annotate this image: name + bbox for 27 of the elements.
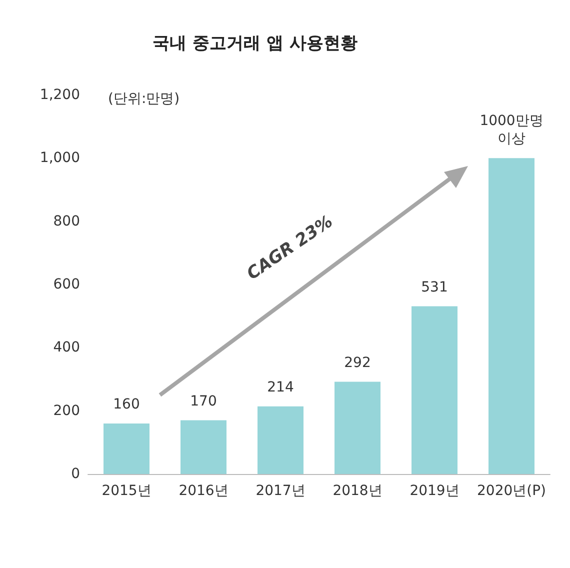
annotation: (단위:만명) bbox=[108, 91, 180, 107]
data-label: 214 bbox=[267, 379, 294, 396]
x-tick-label: 2017년 bbox=[256, 483, 306, 499]
y-tick-label: 0 bbox=[71, 466, 80, 482]
bar bbox=[412, 306, 458, 474]
chart-title: 국내 중고거래 앱 사용현황 bbox=[152, 34, 358, 54]
bar bbox=[180, 420, 226, 474]
data-label: 1000만명 이상 bbox=[480, 113, 544, 148]
data-label: 160 bbox=[113, 396, 140, 412]
y-tick-label: 400 bbox=[53, 340, 80, 356]
y-tick-label: 200 bbox=[53, 402, 80, 419]
data-label: 531 bbox=[421, 279, 448, 296]
bar bbox=[488, 158, 534, 474]
bar bbox=[104, 423, 150, 474]
data-label: 292 bbox=[344, 354, 371, 371]
y-tick-label: 1,200 bbox=[40, 87, 80, 103]
x-tick-label: 2016년 bbox=[178, 483, 228, 499]
x-tick-label: 2020년(P) bbox=[477, 483, 546, 499]
data-label: 170 bbox=[190, 393, 217, 410]
bar bbox=[334, 382, 380, 474]
y-tick-label: 600 bbox=[53, 276, 80, 292]
y-tick-label: 800 bbox=[53, 213, 80, 230]
y-tick-label: 1,000 bbox=[40, 150, 80, 166]
x-tick-label: 2019년 bbox=[410, 483, 460, 499]
bar bbox=[258, 406, 304, 474]
x-tick-label: 2018년 bbox=[332, 483, 382, 499]
x-tick-label: 2015년 bbox=[102, 483, 152, 499]
